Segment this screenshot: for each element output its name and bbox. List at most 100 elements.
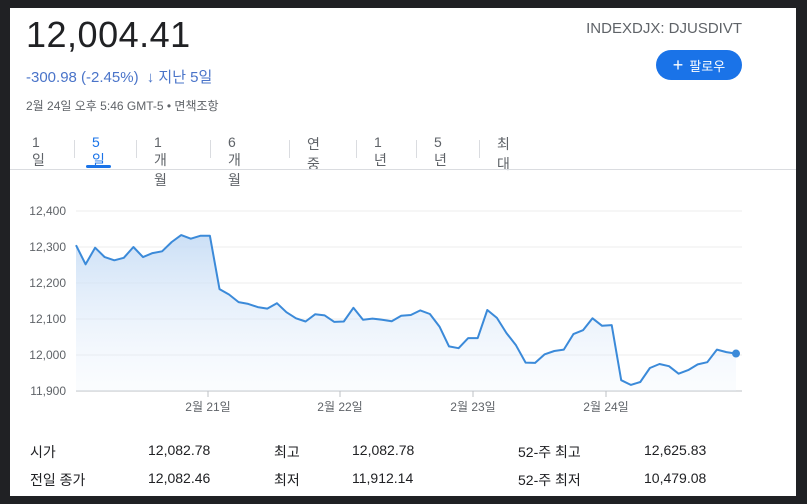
data-point: [534, 362, 536, 364]
data-point: [448, 345, 450, 347]
open-value: 12,082.78: [148, 442, 211, 458]
data-point: [697, 363, 699, 365]
data-point: [276, 302, 278, 304]
timestamp: 2월 24일 오후 5:46 GMT-5 • 면책조항: [26, 99, 219, 113]
data-point: [563, 349, 565, 351]
data-point: [659, 363, 661, 365]
data-point: [486, 309, 488, 311]
y-tick-label: 12,400: [29, 204, 66, 218]
data-point: [706, 361, 708, 363]
data-point: [687, 369, 689, 371]
week52-low-value: 10,479.08: [644, 470, 707, 486]
data-point: [410, 314, 412, 316]
y-tick-label: 12,300: [29, 240, 66, 254]
data-point: [85, 263, 87, 265]
tab-separator: [479, 140, 480, 158]
data-point: [123, 257, 125, 259]
stock-card: 12,004.41 -300.98 (-2.45%) ↓ 지난 5일 2월 24…: [10, 8, 796, 496]
data-point: [458, 347, 460, 349]
data-point: [611, 324, 613, 326]
data-point: [429, 313, 431, 315]
y-tick-label: 12,200: [29, 276, 66, 290]
y-tick-label: 11,900: [30, 384, 66, 398]
x-tick-label: 2월 21일: [185, 400, 230, 414]
data-point: [668, 365, 670, 367]
y-tick-label: 12,100: [29, 312, 66, 326]
tab-1y[interactable]: 1년: [374, 134, 387, 168]
follow-button[interactable]: + 팔로우: [656, 50, 742, 80]
tabs-divider: [10, 169, 796, 170]
data-point: [180, 234, 182, 236]
low-value: 11,912.14: [352, 470, 414, 486]
data-point: [104, 256, 106, 258]
data-point: [362, 319, 364, 321]
data-point: [209, 235, 211, 237]
data-point: [219, 288, 221, 290]
data-point: [247, 303, 249, 305]
data-point: [171, 241, 173, 243]
data-point: [630, 384, 632, 386]
data-point: [496, 317, 498, 319]
data-point: [152, 252, 154, 254]
tab-max[interactable]: 최대: [497, 136, 510, 172]
data-point: [324, 314, 326, 316]
data-point: [544, 353, 546, 355]
data-point: [238, 301, 240, 303]
data-point: [161, 250, 163, 252]
data-point: [228, 294, 230, 296]
price-chart[interactable]: 12,400 12,300 12,200 12,100 12,000 11,900 2월 …: [10, 170, 796, 425]
tab-separator: [136, 140, 137, 158]
tab-separator: [356, 140, 357, 158]
y-tick-label: 12,000: [29, 348, 66, 362]
data-point: [391, 320, 393, 322]
tab-5y[interactable]: 5년: [434, 134, 447, 168]
tab-ytd[interactable]: 연중: [307, 136, 320, 172]
data-point: [515, 344, 517, 346]
data-point: [582, 329, 584, 331]
tab-6m[interactable]: 6개월: [228, 134, 241, 188]
data-point: [601, 325, 603, 327]
tab-separator: [416, 140, 417, 158]
data-point: [343, 321, 345, 323]
data-point: [467, 337, 469, 339]
data-point: [190, 238, 192, 240]
price-change: -300.98 (-2.45%) ↓ 지난 5일: [26, 66, 212, 87]
data-point: [505, 332, 507, 334]
data-point: [678, 373, 680, 375]
tab-separator: [74, 140, 75, 158]
plus-icon: +: [672, 55, 684, 75]
x-tick-label: 2월 23일: [450, 400, 495, 414]
low-label: 최저: [274, 472, 300, 488]
data-point: [305, 321, 307, 323]
data-point: [439, 326, 441, 328]
data-point: [199, 235, 201, 237]
data-point: [266, 308, 268, 310]
week52-high-label: 52-주 최고: [518, 444, 581, 460]
data-point: [285, 311, 287, 313]
data-point: [725, 351, 727, 353]
data-point: [381, 319, 383, 321]
tab-1d[interactable]: 1일: [32, 134, 45, 168]
tab-5d[interactable]: 5일: [86, 134, 111, 168]
data-point: [572, 333, 574, 335]
x-tick-label: 2월 24일: [583, 400, 628, 414]
data-point: [333, 321, 335, 323]
data-point: [314, 313, 316, 315]
data-point: [649, 367, 651, 369]
follow-label: 팔로우: [689, 58, 726, 74]
data-point: [132, 246, 134, 248]
tab-1m[interactable]: 1개월: [154, 134, 167, 188]
prev-close-label: 전일 종가: [30, 472, 86, 488]
x-tick-label: 2월 22일: [317, 400, 362, 414]
data-point: [639, 381, 641, 383]
ticker-symbol: INDEXDJX: DJUSDIVT: [586, 20, 742, 37]
data-point: [113, 259, 115, 261]
tab-separator: [289, 140, 290, 158]
data-point: [352, 307, 354, 309]
high-label: 최고: [274, 444, 300, 460]
week52-low-label: 52-주 최저: [518, 472, 581, 488]
data-point: [553, 350, 555, 352]
data-point: [295, 317, 297, 319]
price-line: [75, 234, 737, 386]
price-area: [76, 235, 736, 391]
